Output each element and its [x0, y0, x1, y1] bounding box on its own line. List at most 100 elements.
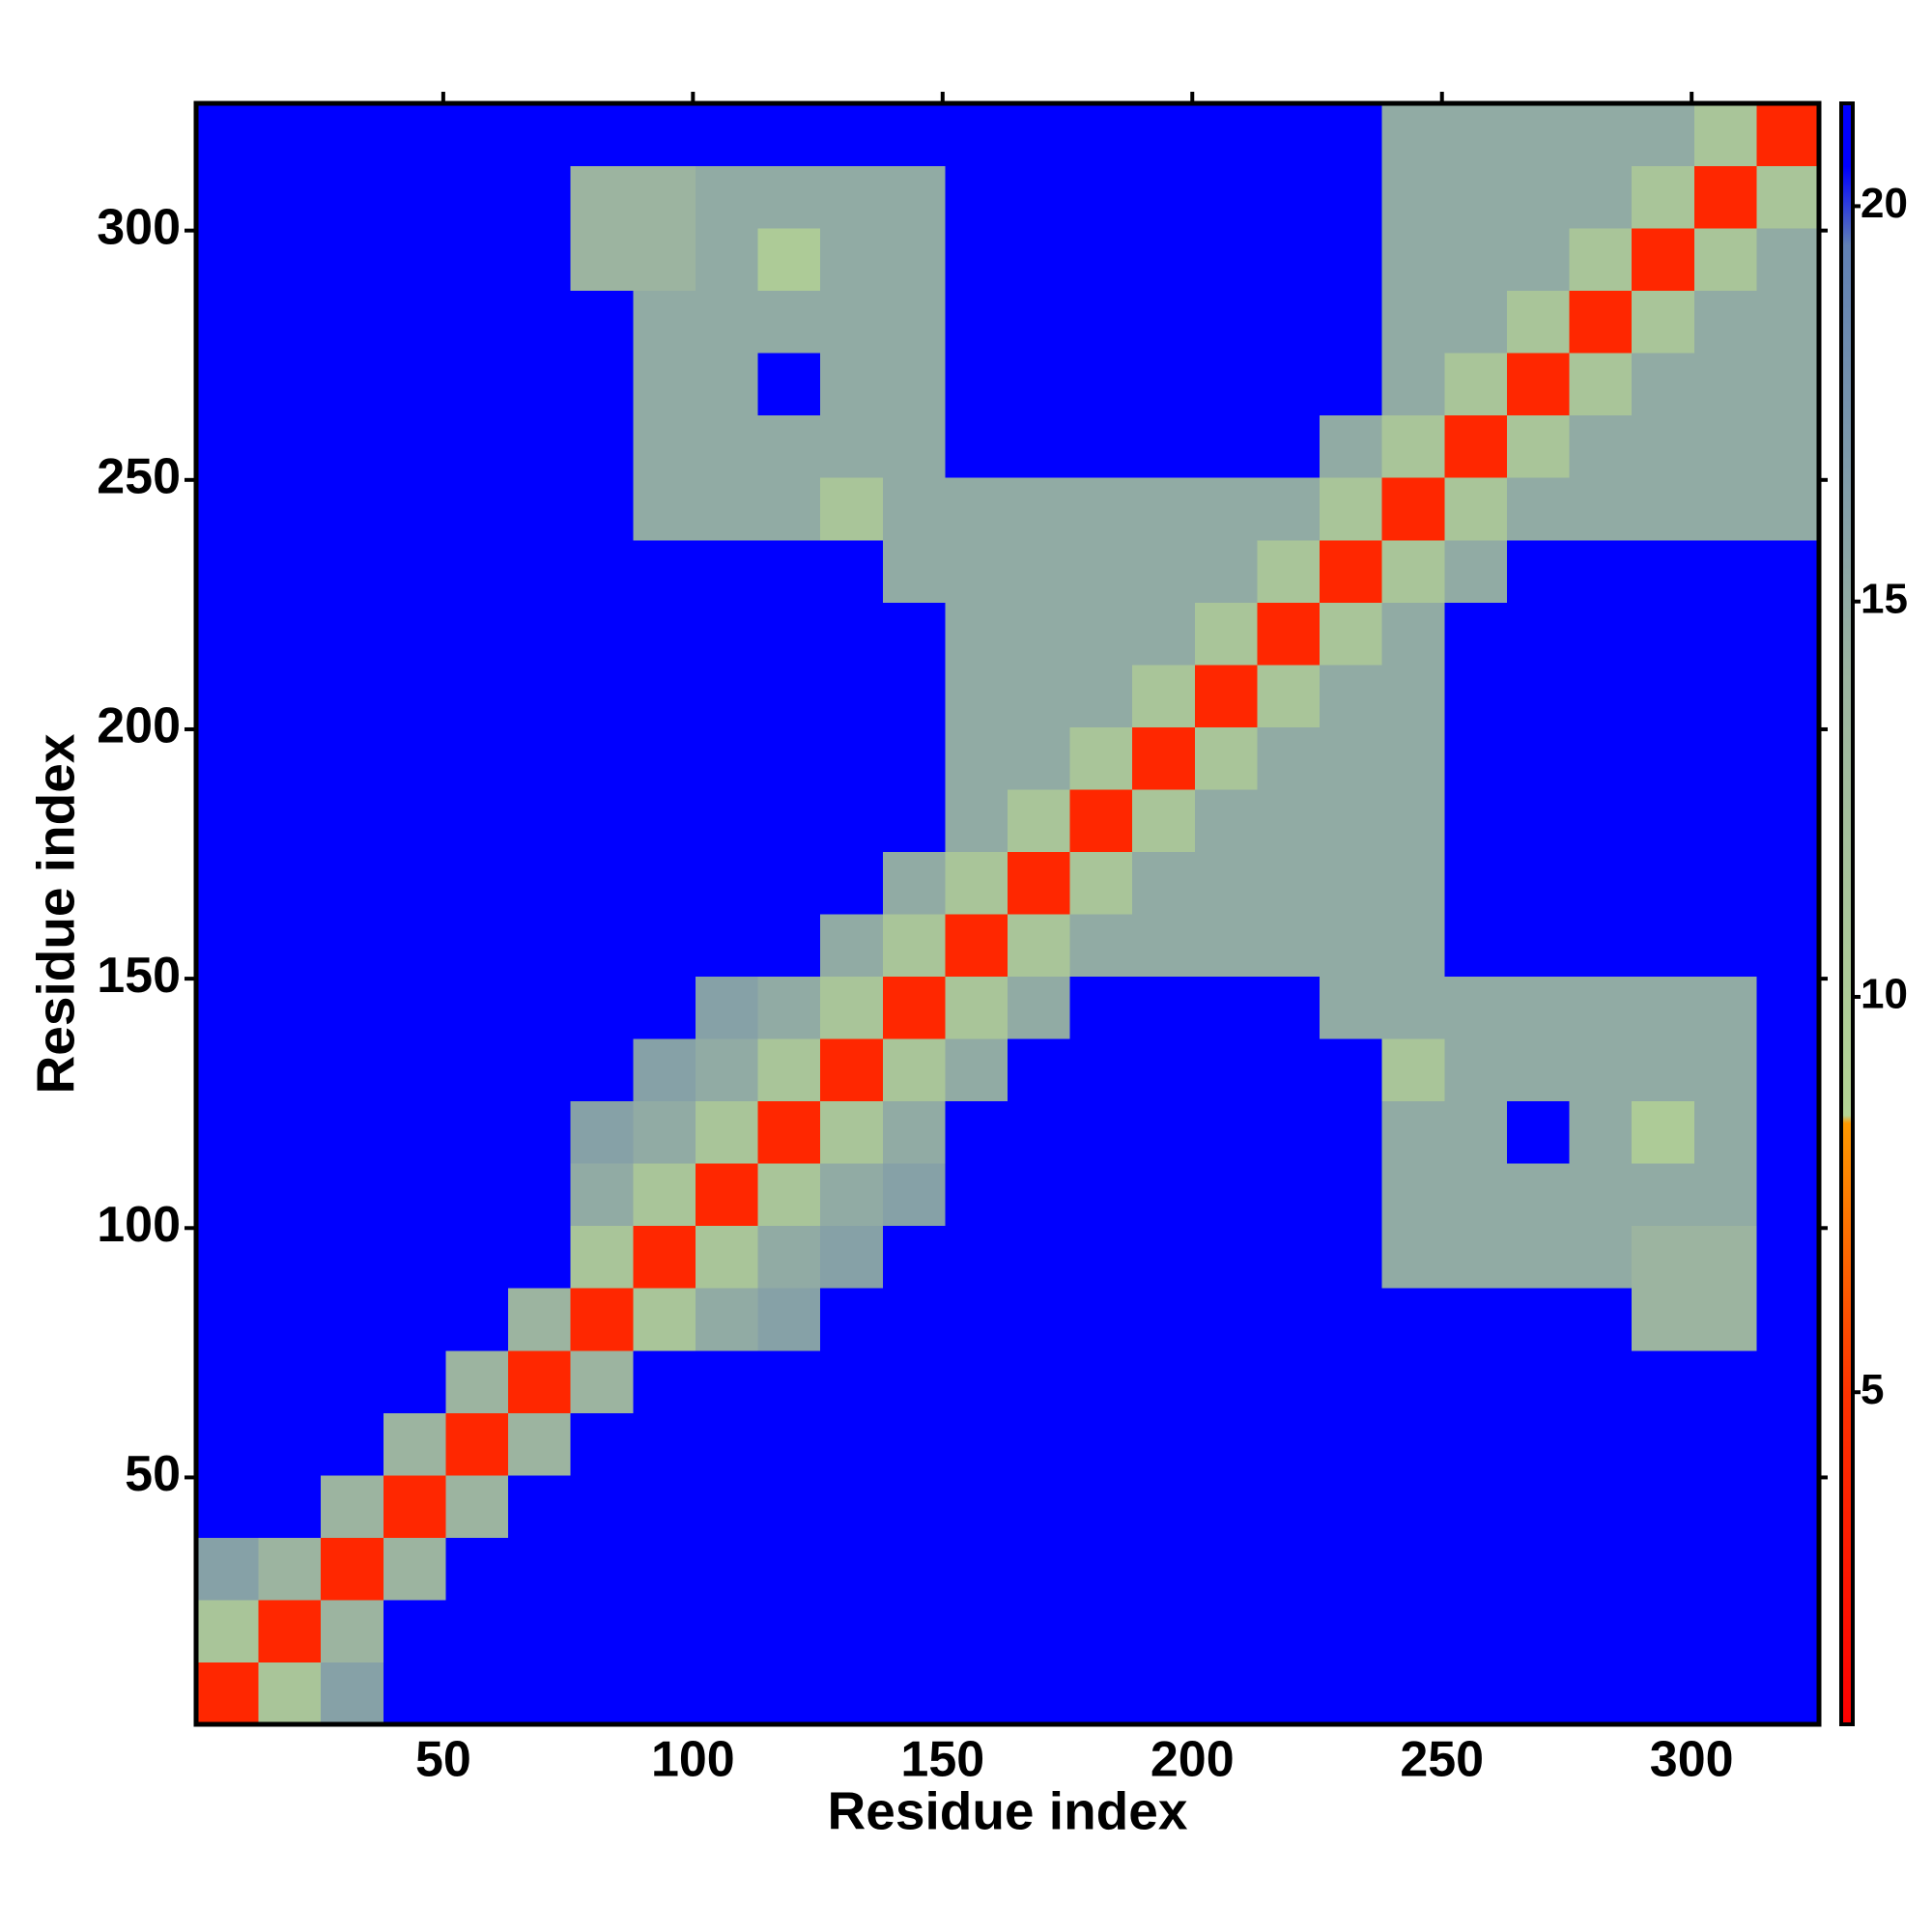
heatmap-cell — [1257, 1599, 1321, 1662]
heatmap-cell — [695, 414, 759, 478]
heatmap-cell — [383, 1474, 446, 1538]
heatmap-cell — [258, 228, 322, 292]
heatmap-cell — [445, 290, 509, 354]
heatmap-cell — [820, 664, 884, 727]
heatmap-cell — [882, 1350, 946, 1413]
heatmap-cell — [633, 103, 696, 167]
heatmap-cell — [945, 1599, 1009, 1662]
heatmap-cell — [1008, 165, 1071, 229]
heatmap-cell — [882, 1412, 946, 1476]
heatmap-cell — [383, 165, 446, 229]
heatmap-cell — [1132, 914, 1196, 978]
heatmap-cell — [695, 664, 759, 727]
heatmap-cell — [1320, 539, 1383, 603]
heatmap-cell — [1506, 103, 1571, 167]
heatmap-cell — [820, 1100, 884, 1164]
heatmap-cell — [1693, 1163, 1757, 1227]
heatmap-cell — [445, 1163, 509, 1227]
heatmap-cell — [508, 602, 572, 666]
heatmap-cell — [196, 726, 260, 790]
heatmap-cell — [1257, 228, 1321, 292]
heatmap-cell — [1632, 477, 1695, 541]
heatmap-cell — [1693, 1350, 1757, 1413]
heatmap-cell — [945, 228, 1009, 292]
heatmap-cell — [508, 103, 572, 167]
heatmap-cell — [757, 788, 821, 852]
heatmap-cell — [1632, 1537, 1695, 1601]
heatmap-cell — [1569, 664, 1633, 727]
heatmap-cell — [1444, 290, 1508, 354]
heatmap-cell — [1008, 1038, 1071, 1102]
heatmap-cell — [321, 539, 384, 603]
heatmap-cell — [321, 1537, 384, 1601]
heatmap-cell — [1320, 1225, 1383, 1289]
heatmap-cell — [1194, 976, 1258, 1039]
heatmap-cell — [1632, 414, 1695, 478]
heatmap-cell — [1381, 726, 1445, 790]
heatmap-cell — [1693, 1412, 1757, 1476]
heatmap-cell — [1194, 1662, 1258, 1725]
heatmap-cell — [383, 976, 446, 1039]
heatmap-cell — [1069, 1038, 1133, 1102]
heatmap-cell — [1008, 1662, 1071, 1725]
heatmap-cell — [695, 1225, 759, 1289]
heatmap-cell — [695, 1599, 759, 1662]
heatmap-cell — [258, 1662, 322, 1725]
heatmap-cell — [1257, 1350, 1321, 1413]
heatmap-cell — [1756, 664, 1820, 727]
heatmap-cell — [757, 914, 821, 978]
heatmap-cell — [1069, 1288, 1133, 1351]
heatmap-cell — [258, 788, 322, 852]
heatmap-cell — [445, 165, 509, 229]
heatmap-cell — [945, 976, 1009, 1039]
heatmap-cell — [196, 788, 260, 852]
heatmap-cell — [1008, 1412, 1071, 1476]
heatmap-cell — [1194, 1163, 1258, 1227]
heatmap-cell — [1069, 1474, 1133, 1538]
heatmap-cell — [508, 1537, 572, 1601]
heatmap-cell — [1693, 414, 1757, 478]
x-tick-label: 250 — [1400, 1732, 1484, 1788]
heatmap-cell — [196, 1038, 260, 1102]
heatmap-cell — [757, 1100, 821, 1164]
heatmap-cell — [882, 539, 946, 603]
heatmap-cell — [882, 290, 946, 354]
heatmap-cell — [1632, 914, 1695, 978]
heatmap-cell — [882, 1288, 946, 1351]
heatmap-cell — [1381, 851, 1445, 915]
heatmap-cell — [1693, 1288, 1757, 1351]
heatmap-cell — [1194, 1599, 1258, 1662]
heatmap-cell — [445, 664, 509, 727]
heatmap-cell — [1506, 788, 1571, 852]
heatmap-cell — [1069, 664, 1133, 727]
heatmap-cell — [196, 1599, 260, 1662]
heatmap-cell — [1194, 664, 1258, 727]
heatmap-cell — [1506, 1474, 1571, 1538]
heatmap-cell — [445, 228, 509, 292]
heatmap-cell — [445, 1288, 509, 1351]
heatmap-cell — [1069, 103, 1133, 167]
heatmap-cell — [757, 165, 821, 229]
heatmap-cell — [1693, 664, 1757, 727]
heatmap-cell — [196, 1412, 260, 1476]
heatmap-cell — [258, 851, 322, 915]
heatmap-cell — [1257, 1412, 1321, 1476]
heatmap-cell — [1569, 602, 1633, 666]
heatmap-cell — [1444, 976, 1508, 1039]
heatmap-cell — [1132, 1038, 1196, 1102]
heatmap-cell — [445, 602, 509, 666]
heatmap-cell — [695, 1038, 759, 1102]
heatmap-cell — [1506, 976, 1571, 1039]
heatmap-cell — [508, 1288, 572, 1351]
heatmap-cell — [1756, 1163, 1820, 1227]
heatmap-cell — [383, 788, 446, 852]
heatmap-cell — [1693, 1537, 1757, 1601]
heatmap-cell — [945, 1474, 1009, 1538]
heatmap-cell — [1756, 1288, 1820, 1351]
heatmap-cell — [1320, 1599, 1383, 1662]
heatmap-cell — [1381, 165, 1445, 229]
heatmap-cell — [196, 539, 260, 603]
heatmap-cell — [383, 103, 446, 167]
heatmap-cell — [445, 1474, 509, 1538]
heatmap-cell — [196, 1662, 260, 1725]
